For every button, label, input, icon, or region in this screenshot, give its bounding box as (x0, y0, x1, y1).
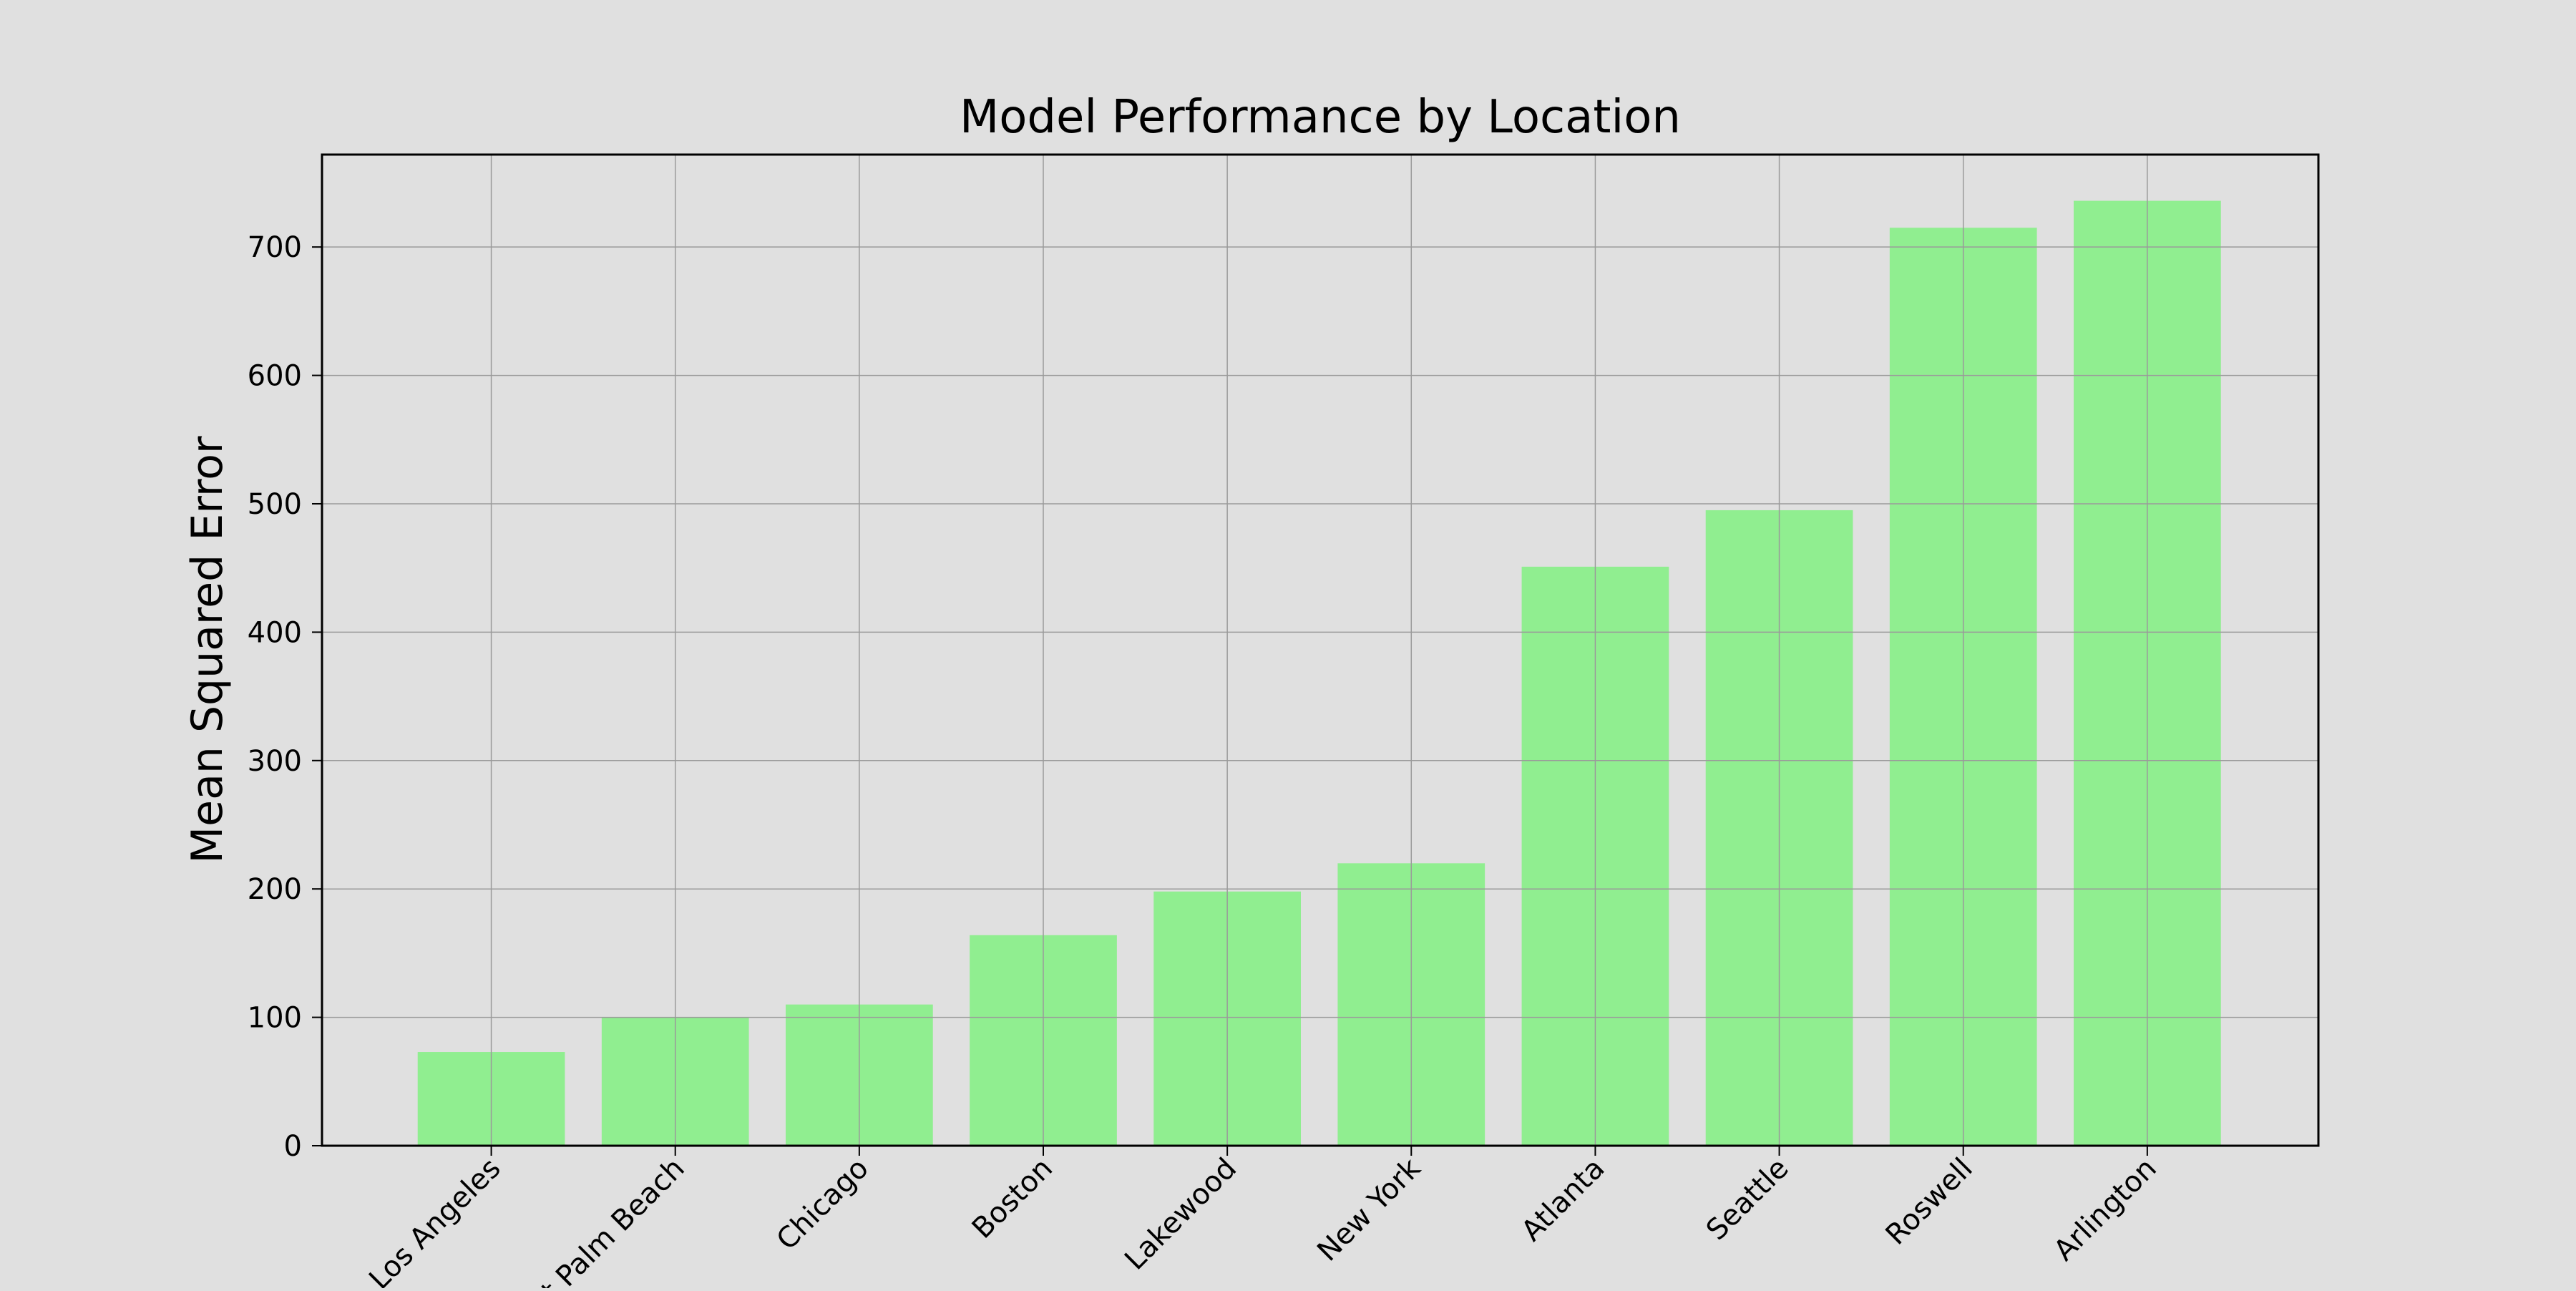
x-tick-label: West Palm Beach (494, 1152, 691, 1288)
y-tick-label: 600 (248, 360, 302, 393)
y-tick-label: 300 (248, 745, 302, 778)
x-tick-label: Atlanta (1515, 1152, 1611, 1248)
y-axis-label: Mean Squared Error (182, 436, 233, 864)
y-tick-label: 700 (248, 231, 302, 264)
chart-title: Model Performance by Location (960, 91, 1681, 144)
axes-layer (321, 153, 2320, 1147)
y-tick-label: 100 (248, 1002, 302, 1035)
y-tick-label: 500 (248, 488, 302, 521)
x-tick-label: Chicago (771, 1152, 875, 1257)
x-tick-label: Los Angeles (363, 1152, 507, 1288)
x-tick-label: Roswell (1880, 1152, 1979, 1252)
y-tick-label: 400 (248, 616, 302, 649)
y-tick-label: 0 (284, 1130, 302, 1163)
x-tick-label: Lakewood (1118, 1152, 1243, 1277)
x-tick-label: Boston (966, 1152, 1059, 1245)
x-tick-label: New York (1311, 1151, 1428, 1268)
plot-frame (321, 153, 2320, 1147)
bars-layer (417, 200, 2221, 1146)
y-tick-label: 200 (248, 873, 302, 906)
x-tick-label: Arlington (2047, 1152, 2162, 1267)
x-tick-label: Seattle (1700, 1152, 1795, 1247)
